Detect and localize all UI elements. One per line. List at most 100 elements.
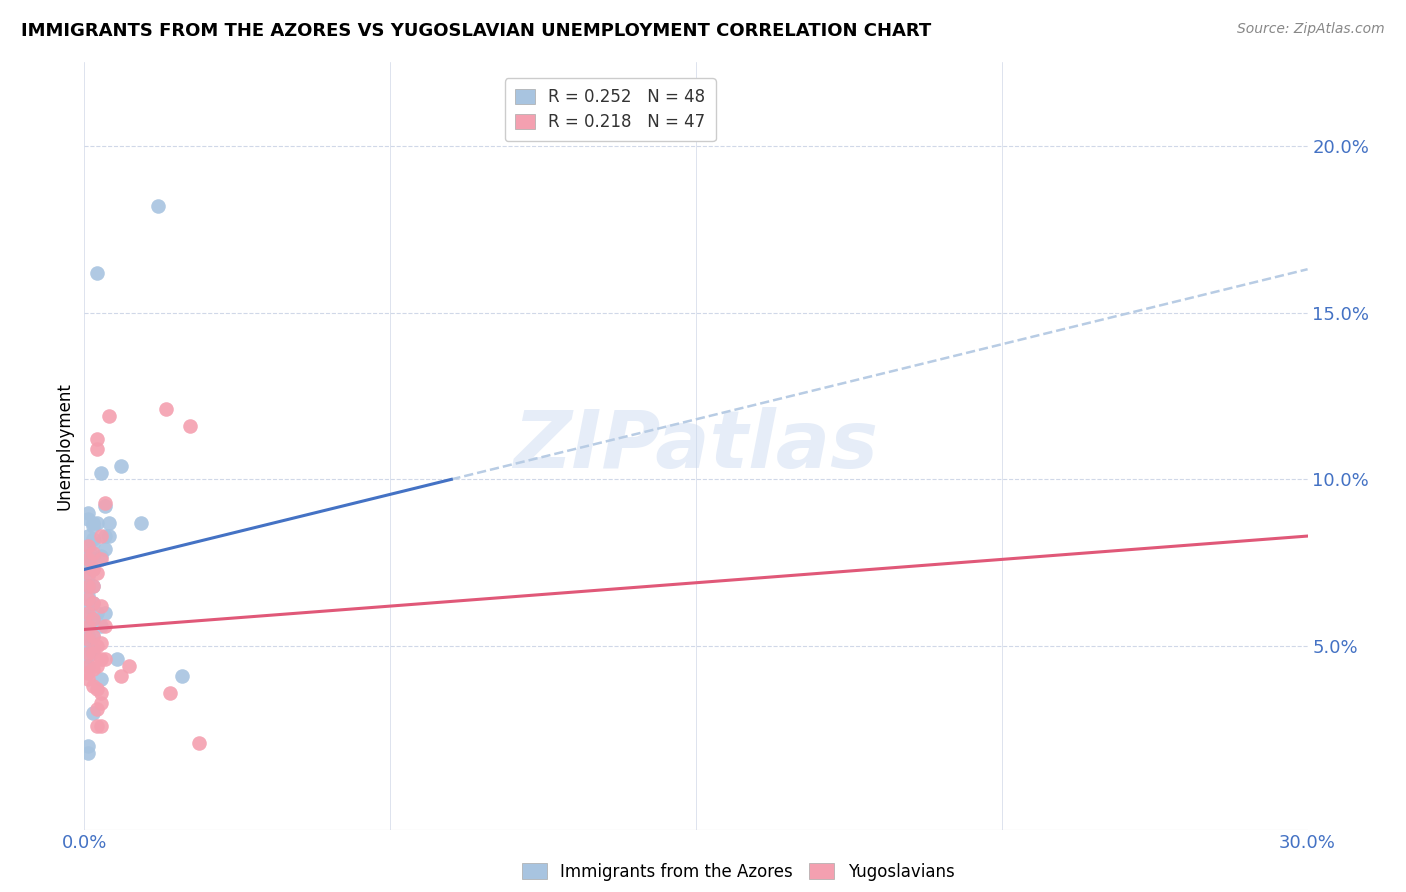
Point (86, 702, 108, 716)
Point (90, 552, 112, 566)
Point (77, 512, 100, 526)
Point (86, 266, 108, 280)
Legend: R = 0.252   N = 48, R = 0.218   N = 47: R = 0.252 N = 48, R = 0.218 N = 47 (505, 78, 716, 141)
Point (82, 679, 104, 693)
Point (97, 516, 120, 530)
Point (105, 652, 128, 666)
Point (110, 458, 132, 473)
Point (90, 529, 112, 543)
Point (97, 529, 120, 543)
Point (77, 552, 100, 566)
Point (86, 433, 108, 447)
Point (82, 629, 104, 643)
Point (82, 706, 104, 720)
Point (77, 559, 100, 574)
Point (77, 599, 100, 613)
Text: IMMIGRANTS FROM THE AZORES VS YUGOSLAVIAN UNEMPLOYMENT CORRELATION CHART: IMMIGRANTS FROM THE AZORES VS YUGOSLAVIA… (21, 22, 931, 40)
Point (77, 629, 100, 643)
Point (97, 409, 120, 423)
Point (82, 612, 104, 626)
Point (90, 466, 112, 480)
Point (86, 606, 108, 620)
Point (77, 746, 100, 760)
Point (86, 719, 108, 733)
Point (93, 496, 115, 510)
Point (82, 642, 104, 657)
Point (90, 636, 112, 650)
Point (77, 646, 100, 660)
Point (77, 649, 100, 664)
Point (82, 519, 104, 533)
Legend: Immigrants from the Azores, Yugoslavians: Immigrants from the Azores, Yugoslavians (515, 856, 962, 888)
Point (82, 516, 104, 530)
Point (77, 665, 100, 680)
Point (90, 652, 112, 666)
Point (77, 579, 100, 593)
Point (82, 549, 104, 563)
Point (179, 419, 201, 434)
Point (82, 546, 104, 560)
Point (77, 619, 100, 633)
Point (82, 646, 104, 660)
Point (82, 579, 104, 593)
Point (93, 619, 115, 633)
Point (155, 402, 177, 417)
Point (82, 535, 104, 549)
Point (82, 562, 104, 576)
Point (77, 539, 100, 553)
Text: ZIPatlas: ZIPatlas (513, 407, 879, 485)
Point (77, 579, 100, 593)
Point (77, 606, 100, 620)
Point (93, 652, 115, 666)
Point (90, 599, 112, 613)
Point (82, 533, 104, 547)
Point (93, 606, 115, 620)
Point (90, 673, 112, 687)
Point (77, 632, 100, 647)
Point (77, 569, 100, 583)
Point (77, 639, 100, 653)
Point (86, 682, 108, 697)
Point (90, 719, 112, 733)
Point (90, 696, 112, 710)
Point (131, 516, 153, 530)
Point (86, 516, 108, 530)
Point (77, 592, 100, 607)
Point (77, 506, 100, 520)
Point (82, 629, 104, 643)
Point (86, 442, 108, 457)
Text: Source: ZipAtlas.com: Source: ZipAtlas.com (1237, 22, 1385, 37)
Point (77, 659, 100, 673)
Point (86, 566, 108, 580)
Point (93, 542, 115, 557)
Point (77, 529, 100, 543)
Point (82, 596, 104, 610)
Point (187, 736, 209, 750)
Point (77, 659, 100, 673)
Point (93, 529, 115, 543)
Point (82, 579, 104, 593)
Point (86, 639, 108, 653)
Point (82, 663, 104, 677)
Point (82, 596, 104, 610)
Point (110, 669, 132, 683)
Point (90, 549, 112, 563)
Point (77, 539, 100, 553)
Y-axis label: Unemployment: Unemployment (55, 382, 73, 510)
Point (77, 549, 100, 563)
Point (77, 609, 100, 624)
Point (77, 673, 100, 687)
Point (77, 619, 100, 633)
Point (82, 562, 104, 576)
Point (77, 566, 100, 580)
Point (118, 659, 141, 673)
Point (172, 669, 194, 683)
Point (77, 589, 100, 603)
Point (90, 619, 112, 633)
Point (86, 659, 108, 673)
Point (146, 199, 169, 213)
Point (159, 686, 181, 700)
Point (90, 686, 112, 700)
Point (93, 499, 115, 513)
Point (82, 612, 104, 626)
